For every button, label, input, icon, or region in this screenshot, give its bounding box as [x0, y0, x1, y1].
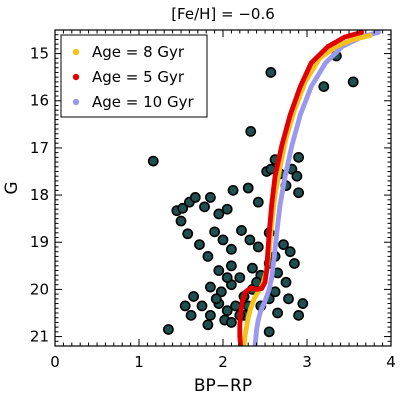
star-point: [210, 293, 222, 305]
star-point: [284, 246, 296, 258]
x-tick-label: 4: [386, 353, 396, 371]
star-point: [245, 126, 257, 137]
star-point: [227, 184, 239, 196]
star-point: [185, 309, 197, 321]
isochrone-point: [241, 341, 247, 347]
x-tick-label: 1: [134, 353, 144, 371]
star-point: [288, 258, 300, 269]
star-point: [196, 300, 208, 312]
star-point: [215, 286, 227, 298]
star-point: [204, 281, 216, 293]
star-point: [293, 309, 304, 321]
star-point: [213, 208, 225, 220]
star-point: [272, 307, 283, 319]
x-axis-label: BP−RP: [194, 376, 252, 396]
y-tick-label: 21: [30, 328, 49, 346]
star-point: [179, 300, 191, 312]
star-point: [202, 250, 214, 262]
star-point: [242, 182, 254, 194]
star-point: [204, 309, 216, 321]
y-axis-label: G: [2, 181, 22, 194]
star-point: [252, 196, 264, 208]
star-point: [217, 234, 229, 246]
star-point: [225, 317, 237, 328]
star-point: [209, 226, 220, 238]
star-point: [244, 234, 256, 246]
legend-marker: [72, 48, 80, 56]
star-point: [280, 276, 292, 288]
chart-title: [Fe/H] = −0.6: [171, 5, 275, 23]
star-point: [283, 293, 294, 305]
star-point: [213, 265, 225, 276]
star-point: [236, 225, 247, 236]
legend-label: Age = 5 Gyr: [92, 68, 185, 86]
star-point: [221, 203, 233, 215]
plot-area: [147, 29, 381, 347]
star-point: [225, 260, 237, 272]
star-point: [202, 319, 214, 331]
star-point: [189, 192, 201, 203]
star-point: [252, 241, 264, 253]
star-point: [182, 228, 194, 240]
star-point: [347, 76, 359, 88]
star-point: [221, 272, 233, 284]
legend-label: Age = 10 Gyr: [92, 93, 194, 111]
isochrone-point: [237, 341, 243, 347]
x-tick-label: 0: [50, 353, 60, 371]
x-tick-label: 3: [302, 353, 312, 371]
star-point: [162, 324, 174, 335]
legend-marker: [72, 98, 80, 106]
legend-label: Age = 8 Gyr: [92, 43, 185, 61]
legend-box: [60, 34, 208, 118]
star-point: [194, 239, 205, 250]
legend: Age = 8 Gyr Age = 5 Gyr Age = 10 Gyr: [60, 34, 208, 118]
y-tick-label: 17: [30, 139, 49, 157]
x-tick-label: 2: [218, 353, 228, 371]
star-point: [225, 243, 237, 255]
star-point: [293, 151, 304, 163]
star-point: [318, 81, 330, 92]
star-point: [188, 291, 199, 302]
star-point: [175, 215, 187, 227]
star-point: [278, 239, 289, 250]
y-tick-label: 19: [30, 233, 49, 251]
star-point: [263, 326, 275, 338]
star-point: [199, 201, 210, 213]
legend-marker: [72, 73, 80, 81]
star-point: [234, 272, 246, 284]
y-tick-label: 20: [30, 280, 49, 298]
y-tick-label: 18: [30, 186, 49, 204]
star-point: [291, 170, 303, 182]
star-point: [246, 262, 258, 274]
y-tick-label: 15: [30, 45, 49, 63]
star-point: [265, 67, 277, 78]
star-point: [221, 305, 233, 317]
star-point: [293, 187, 304, 199]
y-tick-label: 16: [30, 92, 49, 110]
star-point: [204, 192, 216, 203]
axis-ticks: 0 1 2 3 4 15 16 17 18 19 20 21: [30, 30, 396, 371]
star-point: [297, 298, 309, 309]
star-point: [177, 202, 189, 214]
star-point: [147, 155, 159, 167]
